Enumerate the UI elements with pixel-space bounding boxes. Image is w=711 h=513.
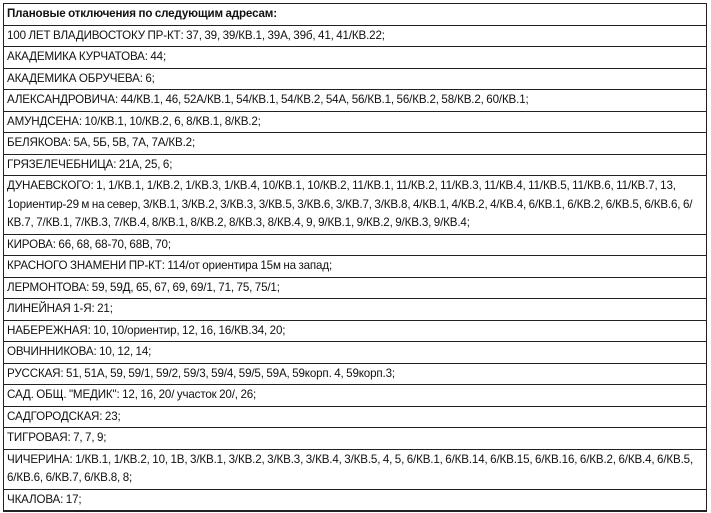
address-row: ОВЧИННИКОВА: 10, 12, 14; [3,342,707,364]
address-row: АКАДЕМИКА КУРЧАТОВА: 44; [3,47,707,69]
address-row: ТИГРОВАЯ: 7, 7, 9; [3,428,707,450]
table-header: Плановые отключения по следующим адресам… [3,3,707,26]
address-row: АМУНДСЕНА: 10/КВ.1, 10/КВ.2, 6, 8/КВ.1, … [3,111,707,133]
address-row: САДГОРОДСКАЯ: 23; [3,406,707,428]
address-row: БЕЛЯКОВА: 5А, 5Б, 5В, 7А, 7А/КВ.2; [3,133,707,155]
address-row: ЧКАЛОВА: 17; [3,489,707,512]
address-row: АКАДЕМИКА ОБРУЧЕВА: 6; [3,68,707,90]
address-row: КРАСНОГО ЗНАМЕНИ ПР-КТ: 114/от ориентира… [3,256,707,278]
address-row: САД. ОБЩ. "МЕДИК": 12, 16, 20/ участок 2… [3,385,707,407]
address-row: КИРОВА: 66, 68, 68-70, 68В, 70; [3,234,707,256]
address-row: ГРЯЗЕЛЕЧЕБНИЦА: 21А, 25, 6; [3,154,707,176]
address-row: ЛЕРМОНТОВА: 59, 59Д, 65, 67, 69, 69/1, 7… [3,277,707,299]
outage-address-table: Плановые отключения по следующим адресам… [3,3,707,512]
address-row: НАБЕРЕЖНАЯ: 10, 10/ориентир, 12, 16, 16/… [3,320,707,342]
address-row: АЛЕКСАНДРОВИЧА: 44/КВ.1, 46, 52А/КВ.1, 5… [3,90,707,112]
address-row: ДУНАЕВСКОГО: 1, 1/КВ.1, 1/КВ.2, 1/КВ.3, … [3,176,707,235]
address-row: ЛИНЕЙНАЯ 1-Я: 21; [3,299,707,321]
address-row: ЧИЧЕРИНА: 1/КВ.1, 1/КВ.2, 10, 1В, 3/КВ.1… [3,449,707,490]
address-row: РУССКАЯ: 51, 51А, 59, 59/1, 59/2, 59/3, … [3,363,707,385]
address-row: 100 ЛЕТ ВЛАДИВОСТОКУ ПР-КТ: 37, 39, 39/К… [3,25,707,47]
